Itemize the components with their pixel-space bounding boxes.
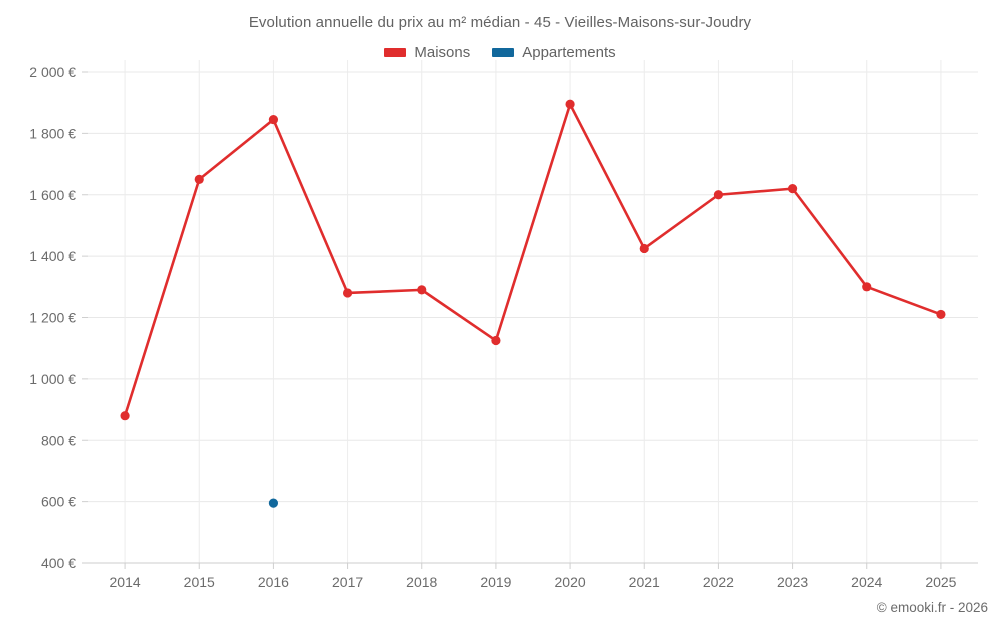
data-point-appartements-2016[interactable] <box>268 498 279 508</box>
data-point-maisons-2023[interactable] <box>787 184 798 194</box>
data-point-maisons-2020[interactable] <box>565 99 575 109</box>
x-axis-tick-label: 2016 <box>258 574 289 590</box>
y-axis-tick-label: 1 200 € <box>29 310 76 326</box>
y-axis-tick-label: 800 € <box>41 432 76 448</box>
x-axis-tick-label: 2015 <box>184 574 215 590</box>
x-axis-tick-label: 2018 <box>406 574 437 590</box>
x-axis-ticks <box>124 563 942 569</box>
legend-swatch-maisons <box>384 48 407 57</box>
chart-title: Evolution annuelle du prix au m² médian … <box>248 14 752 31</box>
y-axis-tick-label: 1 400 € <box>29 248 76 264</box>
x-axis-tick-label: 2017 <box>332 574 363 590</box>
x-axis-tick-label: 2021 <box>629 574 660 590</box>
y-axis-tick-label: 2 000 € <box>29 64 76 80</box>
legend-label-maisons: Maisons <box>414 44 471 61</box>
copyright-credit: © emooki.fr - 2026 <box>876 600 988 615</box>
y-axis-tick-label: 1 000 € <box>29 371 76 387</box>
series-lines <box>123 102 943 418</box>
x-axis-tick-label: 2020 <box>555 574 586 590</box>
legend-item-maisons[interactable]: Maisons <box>384 44 470 61</box>
chart-legend: Maisons Appartements <box>0 44 1000 61</box>
series-line-maisons <box>123 102 943 418</box>
y-axis-tick-label: 600 € <box>41 494 76 510</box>
y-axis-tick-label: 1 600 € <box>29 187 76 203</box>
data-point-maisons-2014[interactable] <box>120 411 130 421</box>
data-point-maisons-2021[interactable] <box>639 243 649 254</box>
data-point-maisons-2025[interactable] <box>936 309 946 320</box>
legend-swatch-appartements <box>492 48 515 57</box>
data-point-maisons-2016[interactable] <box>268 114 279 125</box>
x-axis-tick-label: 2019 <box>480 574 511 590</box>
data-point-maisons-2018[interactable] <box>417 285 427 295</box>
grid-lines <box>82 60 978 564</box>
x-axis-tick-label: 2024 <box>851 574 882 590</box>
legend-item-appartements[interactable]: Appartements <box>492 44 616 61</box>
x-axis-tick-labels: 2014 2015 2016 2017 2018 2019 2020 2021 2022 2023… <box>110 574 957 590</box>
data-point-maisons-2019[interactable] <box>491 335 501 346</box>
data-point-maisons-2022[interactable] <box>713 190 724 200</box>
x-axis-tick-label: 2023 <box>777 574 808 590</box>
data-point-maisons-2024[interactable] <box>862 282 872 292</box>
series-points <box>120 99 946 508</box>
x-axis-tick-label: 2014 <box>110 574 141 590</box>
legend-label-appartements: Appartements <box>522 44 616 61</box>
y-axis-tick-labels: 2 000 € 1 800 € 1 600 € 1 400 € 1 200 € 1 000… <box>29 64 76 571</box>
y-axis-tick-label: 1 800 € <box>29 125 76 141</box>
y-axis-tick-label: 400 € <box>41 555 76 571</box>
x-axis-tick-label: 2025 <box>925 574 956 590</box>
data-point-maisons-2017[interactable] <box>342 288 353 298</box>
data-point-maisons-2015[interactable] <box>194 174 204 185</box>
x-axis-tick-label: 2022 <box>703 574 734 590</box>
